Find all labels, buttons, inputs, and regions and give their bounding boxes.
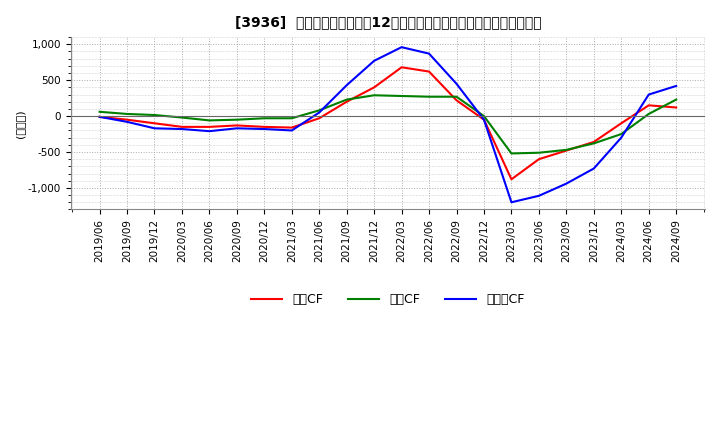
フリーCF [644,92,653,97]
フリーCF [480,117,488,122]
フリーCF [205,128,214,134]
投資CF [178,115,186,120]
営業CF [178,124,186,129]
フリーCF [260,126,269,132]
営業CF [672,105,680,110]
投資CF [507,151,516,156]
営業CF [343,99,351,104]
フリーCF [233,126,241,131]
フリーCF [507,200,516,205]
営業CF [260,124,269,129]
投資CF [425,94,433,99]
営業CF [507,176,516,182]
営業CF [452,98,461,103]
投資CF [260,116,269,121]
Title: [3936]  キャッシュフローの12か月移動合計の対前年同期増減額の推移: [3936] キャッシュフローの12か月移動合計の対前年同期増減額の推移 [235,15,541,29]
営業CF [150,121,159,126]
投資CF [315,108,323,113]
フリーCF [562,181,571,186]
フリーCF [122,119,131,125]
フリーCF [425,51,433,56]
投資CF [480,114,488,119]
フリーCF [315,110,323,115]
投資CF [343,97,351,102]
営業CF [425,69,433,74]
営業CF [644,103,653,108]
投資CF [122,111,131,117]
フリーCF [343,83,351,88]
営業CF [617,121,626,126]
営業CF [122,117,131,122]
営業CF [205,124,214,129]
フリーCF [672,83,680,88]
営業CF [480,117,488,122]
フリーCF [534,193,543,198]
投資CF [562,147,571,153]
投資CF [617,132,626,137]
Line: 営業CF: 営業CF [99,67,676,179]
Legend: 営業CF, 投資CF, フリーCF: 営業CF, 投資CF, フリーCF [246,288,530,311]
Line: フリーCF: フリーCF [99,47,676,202]
フリーCF [178,126,186,132]
フリーCF [590,166,598,171]
営業CF [287,125,296,130]
営業CF [397,65,406,70]
営業CF [370,85,379,90]
投資CF [672,97,680,102]
投資CF [644,111,653,117]
フリーCF [370,58,379,63]
投資CF [590,141,598,146]
フリーCF [95,114,104,119]
営業CF [562,148,571,153]
投資CF [534,150,543,155]
投資CF [150,112,159,117]
投資CF [205,118,214,123]
フリーCF [397,44,406,50]
投資CF [452,94,461,99]
投資CF [287,116,296,121]
投資CF [370,93,379,98]
投資CF [233,117,241,122]
フリーCF [150,126,159,131]
フリーCF [452,81,461,86]
営業CF [95,114,104,119]
フリーCF [617,135,626,140]
Y-axis label: (百万円): (百万円) [15,109,25,138]
営業CF [233,123,241,128]
投資CF [397,93,406,99]
営業CF [315,116,323,121]
営業CF [534,157,543,162]
Line: 投資CF: 投資CF [99,95,676,154]
投資CF [95,109,104,114]
営業CF [590,139,598,145]
フリーCF [287,128,296,133]
